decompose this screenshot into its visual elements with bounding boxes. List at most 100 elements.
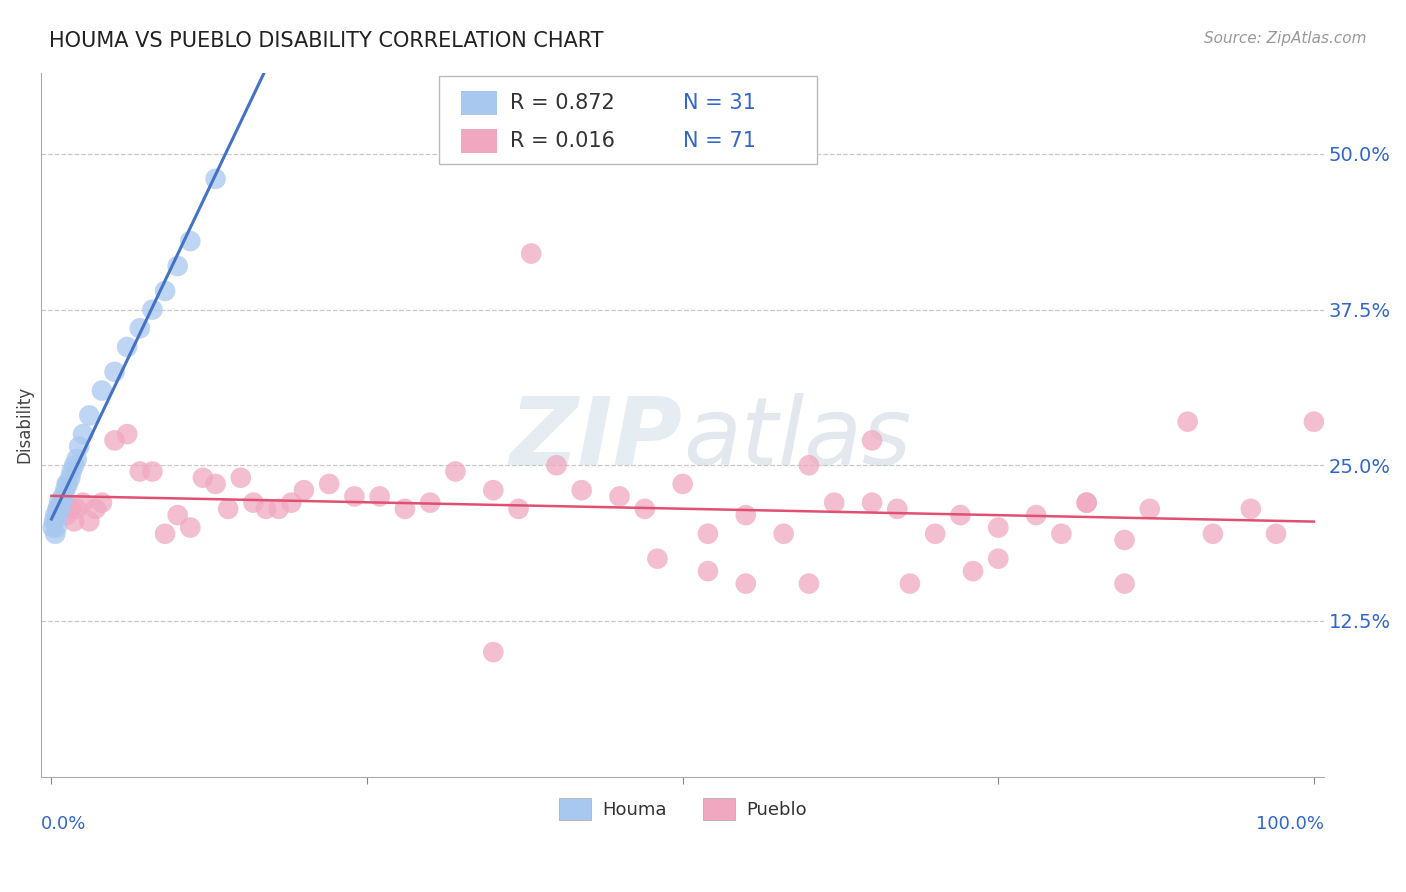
Point [55,508,77,522]
Point [79,514,101,528]
Point [318,477,340,491]
Point [797,576,820,591]
Point [55,477,77,491]
Point [60,465,83,479]
Text: 100.0%: 100.0% [1256,815,1324,833]
Point [520,246,543,260]
Point [103,365,125,379]
Point [44,508,66,522]
Y-axis label: Disability: Disability [15,386,32,463]
Legend: Houma, Pueblo: Houma, Pueblo [551,791,814,828]
Point [1114,576,1136,591]
Point [444,465,467,479]
Point [115,340,138,354]
Point [52,490,75,504]
Point [886,501,908,516]
Text: R = 0.016: R = 0.016 [509,131,614,151]
Point [571,483,593,498]
Bar [461,128,496,153]
Point [217,501,239,516]
Point [44,526,66,541]
Point [280,495,302,509]
Point [482,483,505,498]
Point [48,495,70,509]
Point [924,526,946,541]
Point [734,576,756,591]
Text: N = 71: N = 71 [683,131,755,151]
Point [949,508,972,522]
Point [84,501,107,516]
Point [772,526,794,541]
Point [204,171,226,186]
Point [1177,415,1199,429]
Point [46,501,69,516]
Point [46,501,69,516]
Text: R = 0.872: R = 0.872 [509,93,614,112]
Point [72,495,94,509]
Point [128,321,150,335]
Point [53,495,76,509]
Point [697,526,720,541]
Point [51,495,73,509]
Point [103,434,125,448]
Point [166,259,188,273]
Point [1139,501,1161,516]
Point [823,495,845,509]
Point [41,520,63,534]
Point [42,514,65,528]
Point [292,483,315,498]
Point [898,576,921,591]
Point [59,501,82,516]
Point [1076,495,1098,509]
Point [962,564,984,578]
Point [90,495,112,509]
Bar [461,90,496,115]
Point [179,520,201,534]
Point [1265,526,1288,541]
Point [59,471,82,485]
Point [141,465,163,479]
Point [546,458,568,473]
Point [179,234,201,248]
Point [419,495,441,509]
Point [368,490,391,504]
Point [66,501,89,516]
Point [128,465,150,479]
Point [482,645,505,659]
Text: ZIP: ZIP [510,392,683,485]
Point [343,490,366,504]
Text: atlas: atlas [683,393,911,484]
Point [53,490,76,504]
Point [45,520,67,534]
Point [860,495,883,509]
Text: Source: ZipAtlas.com: Source: ZipAtlas.com [1204,31,1367,46]
Point [66,452,89,467]
Point [797,458,820,473]
Point [141,302,163,317]
Point [609,490,631,504]
Point [56,477,79,491]
Point [204,477,226,491]
Point [1050,526,1073,541]
Point [987,551,1010,566]
Text: 0.0%: 0.0% [41,815,87,833]
Point [1025,508,1047,522]
FancyBboxPatch shape [439,77,817,164]
Point [153,526,176,541]
Point [634,501,657,516]
Point [647,551,669,566]
Point [1202,526,1225,541]
Point [508,501,530,516]
Text: HOUMA VS PUEBLO DISABILITY CORRELATION CHART: HOUMA VS PUEBLO DISABILITY CORRELATION C… [49,31,603,51]
Point [191,471,214,485]
Point [166,508,188,522]
Point [67,440,90,454]
Point [63,514,86,528]
Point [90,384,112,398]
Point [267,501,290,516]
Point [1240,501,1263,516]
Point [254,501,277,516]
Point [1114,533,1136,547]
Point [860,434,883,448]
Point [394,501,416,516]
